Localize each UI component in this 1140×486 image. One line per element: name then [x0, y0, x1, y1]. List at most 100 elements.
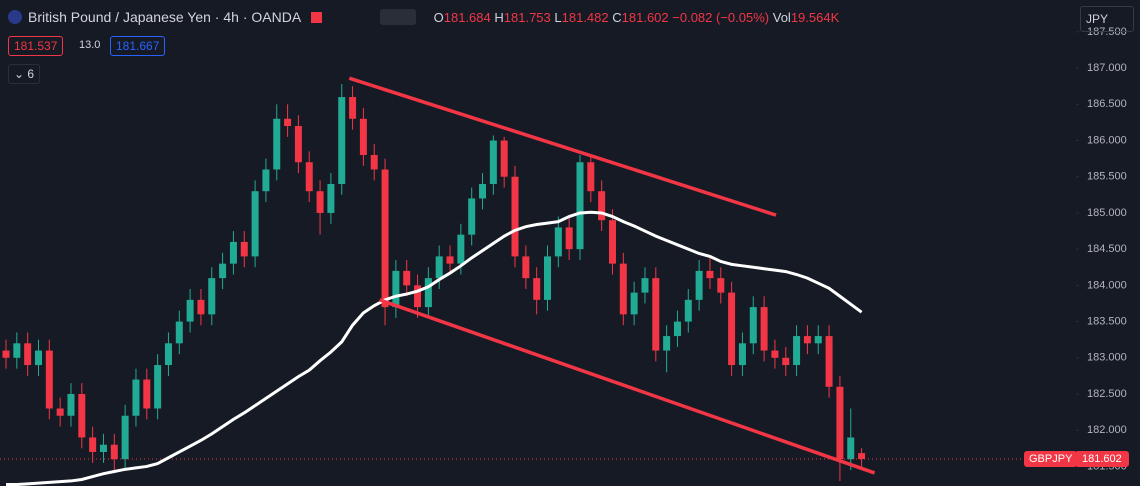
candle-body: [706, 270, 714, 279]
candle-body: [89, 437, 97, 452]
candle-body: [468, 198, 476, 235]
bid[interactable]: 181.537: [8, 36, 64, 56]
candle-body: [803, 336, 811, 344]
candle-body: [251, 191, 259, 257]
candle-body: [522, 256, 530, 279]
candle-body: [294, 126, 302, 163]
symbol: British Pound / Japanese Yen · 4h · OAND…: [28, 9, 302, 25]
vol-label: Vol: [772, 10, 791, 25]
candle-body: [99, 444, 107, 452]
candle-body: [424, 278, 432, 308]
candle-body: [219, 263, 227, 279]
trend-line: [348, 76, 777, 217]
vol: 19.564K: [790, 10, 840, 25]
candle-body: [154, 365, 162, 409]
candle-body: [782, 357, 790, 366]
candle-body: [728, 292, 736, 366]
candle-body: [489, 140, 497, 184]
candle-body: [793, 336, 801, 366]
candle-body: [359, 118, 367, 155]
candle-body: [576, 162, 584, 250]
candle-body: [284, 118, 292, 127]
indicator-count: 6: [27, 67, 35, 81]
toggle[interactable]: [380, 9, 416, 25]
candle-body: [316, 191, 324, 213]
h-label: H: [494, 10, 504, 25]
candle-body: [262, 169, 270, 192]
candle-body: [349, 97, 357, 119]
candle-body: [847, 437, 855, 460]
high: 181.753: [503, 10, 551, 25]
candle-body: [56, 408, 64, 416]
y-tick-label: 182.000: [1087, 424, 1127, 436]
candle-body: [392, 270, 400, 308]
candle-body: [836, 386, 844, 460]
c-label: C: [612, 10, 622, 25]
close: 181.602: [621, 10, 669, 25]
y-tick-label: 182.500: [1087, 388, 1127, 400]
candle-body: [338, 97, 346, 184]
candle-body: [717, 278, 725, 293]
candle-body: [565, 227, 573, 250]
candle-body: [652, 278, 660, 351]
candle-body: [110, 444, 118, 460]
candle-body: [814, 336, 822, 344]
candle-body: [630, 292, 638, 315]
candle-body: [208, 278, 216, 315]
flag[interactable]: [311, 12, 323, 23]
candle-body: [641, 278, 649, 293]
candle-body: [121, 415, 129, 460]
candle-body: [684, 299, 692, 322]
candle-body: [511, 176, 519, 257]
currency[interactable]: JPY: [1080, 6, 1134, 32]
y-tick-label: 185.500: [1087, 171, 1127, 183]
candle-body: [554, 227, 562, 257]
candle-body: [197, 299, 205, 315]
trend-line: [379, 298, 876, 475]
ask[interactable]: 181.667: [110, 36, 166, 56]
candle-body: [479, 183, 487, 199]
candle-body: [619, 263, 627, 315]
candle-body: [544, 256, 551, 300]
candle-body: [414, 285, 422, 308]
y-tick-label: 183.500: [1087, 315, 1127, 327]
candle-body: [24, 343, 32, 366]
candle-body: [695, 270, 703, 300]
candle-body: [446, 256, 454, 264]
low: 181.482: [561, 10, 609, 25]
price-tag: 181.602: [1075, 451, 1129, 467]
candle-body: [327, 183, 335, 213]
y-tick-label: 186.500: [1087, 98, 1127, 110]
candle-body: [305, 162, 313, 192]
candle-body: [143, 379, 151, 409]
ticker-tag: GBPJPY: [1024, 451, 1078, 467]
y-tick-label: 185.000: [1087, 207, 1127, 219]
candle-body: [500, 140, 508, 177]
y-tick-label: 186.000: [1087, 134, 1127, 146]
symbol-title[interactable]: British Pound / Japanese Yen · 4h · OAND…: [8, 9, 323, 25]
y-tick-label: 184.500: [1087, 243, 1127, 255]
candle-body: [186, 299, 194, 322]
candle-body: [273, 118, 281, 170]
candle-body: [370, 154, 378, 170]
ohlc: O181.684 H181.753 L181.482 C181.602 −0.0…: [380, 9, 839, 25]
o-label: O: [433, 10, 444, 25]
y-tick-label: 184.000: [1087, 279, 1127, 291]
candle-body: [673, 321, 681, 337]
l-label: L: [554, 10, 562, 25]
change: −0.082 (−0.05%): [672, 10, 770, 25]
candle-body: [240, 241, 248, 257]
indicators-toggle[interactable]: ⌄ 6: [8, 64, 41, 84]
candle-body: [78, 394, 86, 438]
y-tick-label: 187.000: [1087, 62, 1127, 74]
candle-body: [164, 343, 172, 366]
candle-body: [771, 350, 779, 358]
candle-body: [13, 343, 21, 358]
flag-icon: [8, 10, 22, 24]
candle-body: [2, 350, 10, 358]
candle-body: [738, 343, 746, 366]
candle-body: [175, 321, 183, 344]
candle-body: [381, 169, 389, 308]
